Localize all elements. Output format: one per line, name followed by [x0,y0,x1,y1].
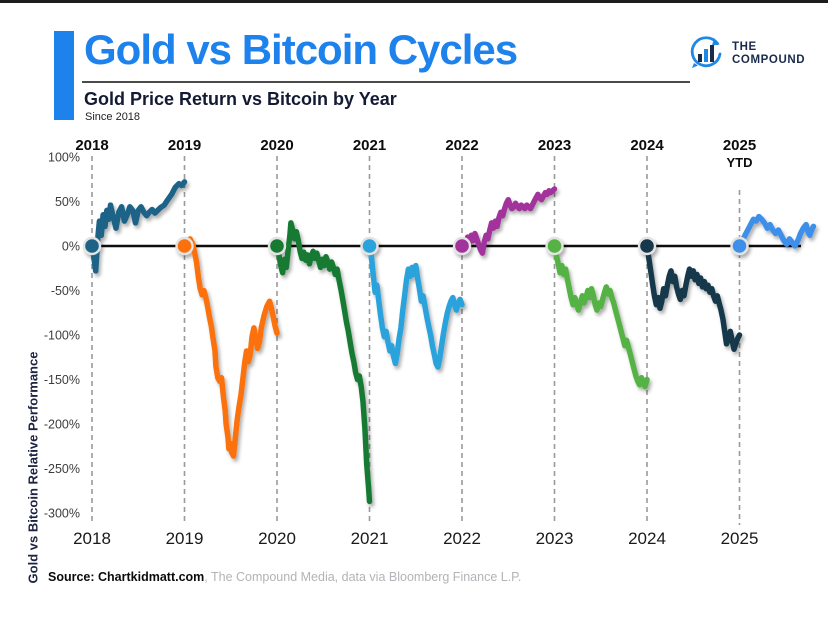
series-start-dot-2018 [82,236,102,256]
year-label-bottom-2024: 2024 [628,529,666,548]
y-tick-0: 0% [62,240,80,254]
year-label-top-2024: 2024 [630,137,664,154]
year-label-bottom-2019: 2019 [166,529,204,548]
year-label-top-2025: 2025 YTD [723,137,756,170]
logo-bar-icon [704,49,708,62]
year-label-top-2019: 2019 [168,137,201,154]
since-label: Since 2018 [85,111,141,123]
logo-bar-icon [698,54,702,62]
series-line-2025-ytd [736,213,817,249]
y-axis-title: Gold vs Bitcoin Relative Performance [25,351,41,584]
footer: Source: Chartkidmatt.com, The Compound M… [48,570,521,584]
y-tick-100: 100% [48,151,80,165]
source-text: , The Compound Media, data via Bloomberg… [204,570,522,584]
series-line-2023 [551,243,650,390]
series-line-2024 [644,243,743,352]
y-tick--100: -100% [44,329,80,343]
year-label-bottom-2025: 2025 [721,529,759,548]
compound-logo-text: THE COMPOUND [732,41,805,67]
source-text-bold: Source: Chartkidmatt.com [48,570,205,584]
y-tick--150: -150% [44,373,80,387]
logo-text-line1: THE [732,41,757,53]
series-start-dot-2023 [545,236,564,256]
year-label-bottom-2018: 2018 [73,529,111,548]
logo-bar-icon [710,45,714,62]
series-line-2022 [459,186,558,256]
header-divider [82,81,690,83]
year-label-bottom-2020: 2020 [258,529,296,548]
y-tick-50: 50% [55,195,80,209]
chart: Gold vs Bitcoin Relative Performance 201… [0,132,828,583]
logo-bubble-tail-icon [692,63,698,68]
page-subtitle: Gold Price Return vs Bitcoin by Year [84,89,397,109]
year-label-bottom-2023: 2023 [536,529,574,548]
top-border [0,0,828,3]
year-label-top-2023: 2023 [538,137,571,154]
y-tick--200: -200% [44,418,80,432]
year-label-top-2020: 2020 [260,137,293,154]
year-label-bottom-2021: 2021 [351,529,389,548]
year-label-bottom-2022: 2022 [443,529,481,548]
y-tick--50: -50% [51,284,80,298]
series-start-dot-2025-ytd [730,236,749,256]
compound-logo: THE COMPOUND [686,33,816,75]
series-start-dot-2024 [637,236,657,256]
year-label-top-2021: 2021 [353,137,386,154]
chart-canvas: 2018 2019 2020 2021 2022 2023 2024 2025 YTD 2018 2… [44,137,817,548]
compound-logo-icon [690,36,722,68]
series-line-2021 [366,243,465,370]
logo-arrowhead-icon [712,38,720,46]
series-start-dot-2022 [452,236,472,256]
title-accent-bar [54,31,74,120]
series-start-dot-2019 [175,236,194,256]
series-line-2020 [274,220,373,505]
series-start-dot-2020 [267,236,287,256]
series-line-2019 [181,236,280,459]
y-tick--250: -250% [44,462,80,476]
series-start-dot-2021 [360,236,379,256]
page-title: Gold vs Bitcoin Cycles [84,26,518,73]
y-tick--300: -300% [44,507,80,521]
logo-text-line2: COMPOUND [732,54,806,66]
year-label-top-2022: 2022 [445,137,478,154]
series-line-2018 [89,179,188,274]
year-label-top-2018: 2018 [75,137,108,154]
